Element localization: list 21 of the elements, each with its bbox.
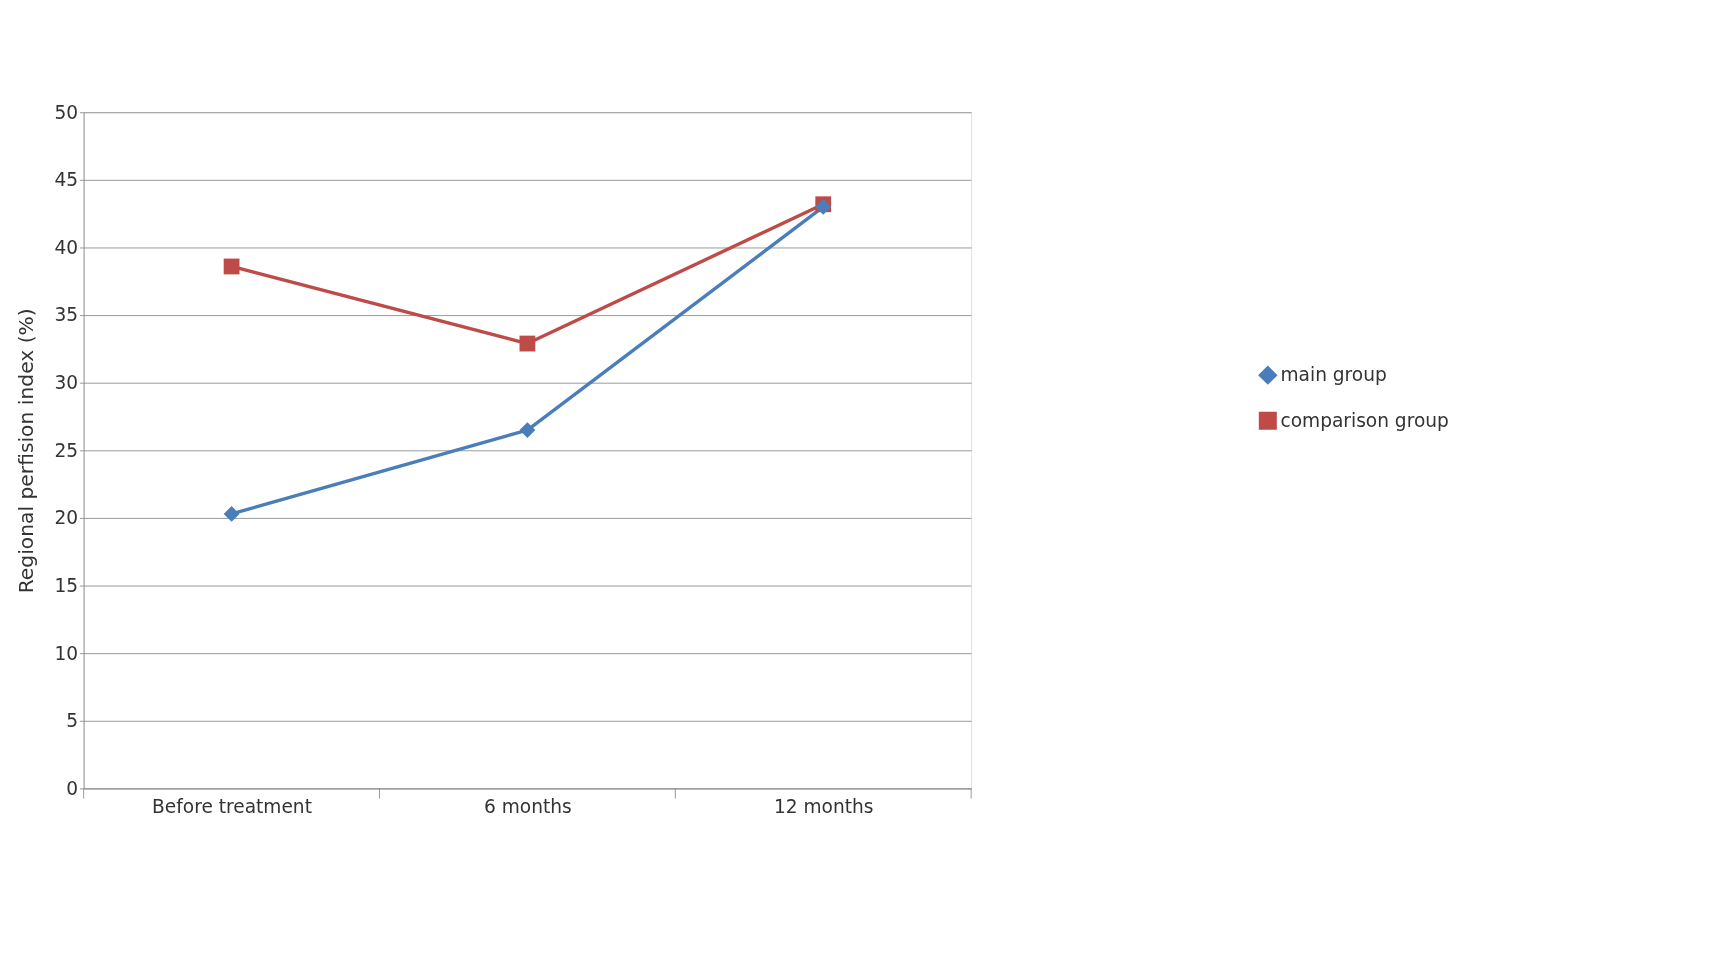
legend-label: main group (1280, 364, 1387, 386)
y-tick-label: 45 (54, 169, 79, 191)
point (519, 335, 536, 352)
y-tick-label: 40 (54, 236, 79, 258)
point (223, 506, 240, 522)
x-tick-label: 6 months (483, 796, 572, 818)
y-tick-label: 35 (54, 304, 79, 326)
y-tick-label: 5 (66, 710, 79, 732)
y-tick-label: 15 (54, 574, 79, 596)
x-tick-label: 12 months (773, 796, 874, 818)
y-tick-label: 50 (54, 101, 79, 123)
y-tick-label: 30 (54, 372, 79, 394)
y-tick-label: 25 (54, 439, 79, 461)
point (223, 258, 240, 275)
y-axis-title: Regional perfision index (%) (14, 308, 39, 594)
legend-label: comparison group (1280, 409, 1449, 431)
y-tick-label: 20 (54, 507, 79, 529)
x-tick-label: Before treatment (152, 796, 312, 818)
y-tick-label: 10 (54, 642, 79, 664)
point (519, 422, 536, 438)
y-tick-label: 0 (66, 777, 79, 799)
